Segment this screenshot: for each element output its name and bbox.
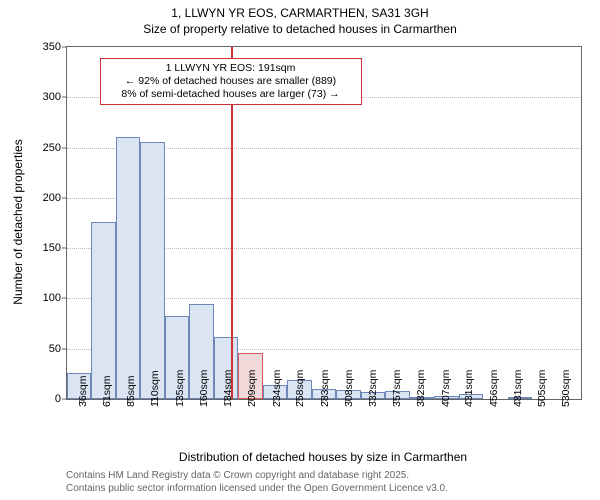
- histogram-bar: [91, 222, 115, 399]
- x-tick-label: 357sqm: [391, 370, 403, 407]
- plot-area: 05010015020025030035036sqm61sqm85sqm110s…: [66, 46, 582, 400]
- y-tick-label: 250: [43, 142, 61, 154]
- x-tick-label: 283sqm: [319, 370, 331, 407]
- x-tick-label: 61sqm: [101, 375, 113, 407]
- footer-line-2: Contains public sector information licen…: [66, 483, 448, 496]
- x-tick-label: 456sqm: [488, 370, 500, 407]
- y-tick: [62, 197, 67, 198]
- annotation-line: ← 92% of detached houses are smaller (88…: [107, 75, 355, 88]
- title-line-2: Size of property relative to detached ho…: [0, 22, 600, 38]
- y-tick-label: 100: [43, 292, 61, 304]
- y-tick: [62, 348, 67, 349]
- x-tick-label: 36sqm: [77, 375, 89, 407]
- y-tick: [62, 147, 67, 148]
- histogram-bar: [116, 137, 140, 399]
- x-tick-label: 135sqm: [174, 370, 186, 407]
- x-tick-label: 308sqm: [343, 370, 355, 407]
- y-tick-label: 200: [43, 192, 61, 204]
- y-axis-label: Number of detached properties: [11, 139, 25, 304]
- x-axis-label: Distribution of detached houses by size …: [179, 450, 467, 464]
- annotation-box: 1 LLWYN YR EOS: 191sqm← 92% of detached …: [100, 58, 362, 105]
- y-tick-label: 300: [43, 91, 61, 103]
- chart-title: 1, LLWYN YR EOS, CARMARTHEN, SA31 3GH Si…: [0, 6, 600, 37]
- y-tick-label: 50: [49, 343, 61, 355]
- y-tick-label: 150: [43, 242, 61, 254]
- x-tick-label: 332sqm: [367, 370, 379, 407]
- x-tick-label: 234sqm: [271, 370, 283, 407]
- x-tick-label: 160sqm: [198, 370, 210, 407]
- y-tick: [62, 97, 67, 98]
- annotation-line: 8% of semi-detached houses are larger (7…: [107, 88, 355, 101]
- annotation-line: 1 LLWYN YR EOS: 191sqm: [107, 62, 355, 75]
- x-tick-label: 110sqm: [149, 370, 161, 407]
- x-tick-label: 407sqm: [440, 370, 452, 407]
- x-tick-label: 530sqm: [560, 370, 572, 407]
- y-tick: [62, 248, 67, 249]
- x-tick-label: 258sqm: [294, 370, 306, 407]
- x-tick-label: 85sqm: [125, 375, 137, 407]
- x-tick-label: 431sqm: [463, 370, 475, 407]
- title-line-1: 1, LLWYN YR EOS, CARMARTHEN, SA31 3GH: [0, 6, 600, 22]
- y-tick-label: 0: [55, 393, 61, 405]
- y-tick-label: 350: [43, 41, 61, 53]
- x-tick-label: 505sqm: [536, 370, 548, 407]
- x-tick-label: 209sqm: [246, 370, 258, 407]
- footer-line-1: Contains HM Land Registry data © Crown c…: [66, 470, 448, 483]
- attribution-footer: Contains HM Land Registry data © Crown c…: [66, 470, 448, 495]
- y-tick: [62, 47, 67, 48]
- x-tick-label: 382sqm: [415, 370, 427, 407]
- x-tick-label: 481sqm: [512, 370, 524, 407]
- histogram-bar: [140, 142, 164, 399]
- y-tick: [62, 298, 67, 299]
